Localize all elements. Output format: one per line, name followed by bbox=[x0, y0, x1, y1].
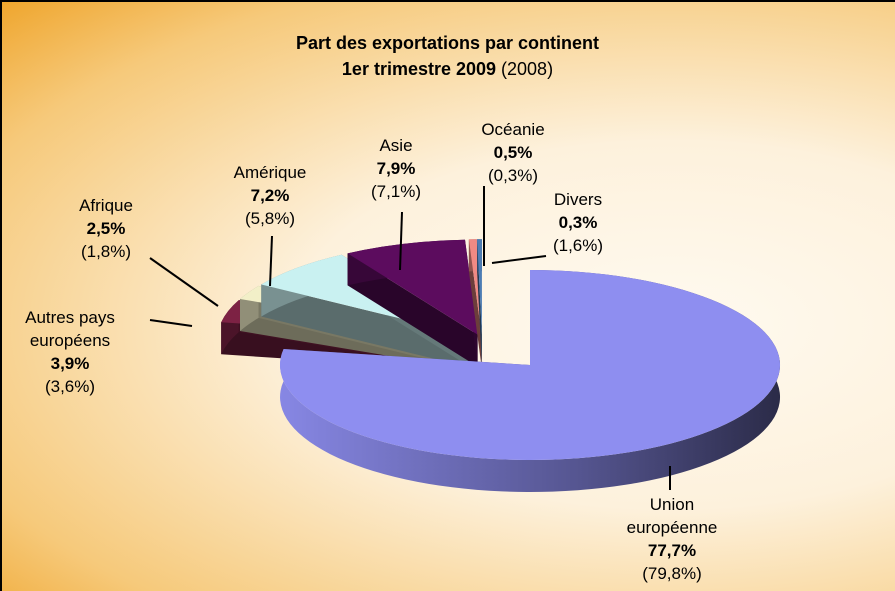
leader-line bbox=[149, 319, 193, 327]
leader-line bbox=[269, 235, 273, 287]
leader-line bbox=[149, 257, 219, 307]
chart-subtitle-note: (2008) bbox=[501, 59, 554, 79]
category-label: Asie bbox=[379, 136, 413, 155]
category-label: Union européenne bbox=[626, 495, 718, 537]
data-label: Afrique 2,5% (1,8%) bbox=[44, 194, 169, 263]
data-label: Divers 0,3% (1,6%) bbox=[516, 188, 641, 257]
value-label: 0,3% bbox=[558, 213, 598, 232]
chart-title: Part des exportations par continent bbox=[295, 33, 600, 53]
slice bbox=[280, 270, 781, 493]
slice bbox=[477, 239, 482, 335]
value-label: 0,5% bbox=[493, 143, 533, 162]
pie bbox=[221, 239, 781, 493]
category-label: Océanie bbox=[481, 120, 545, 139]
slice bbox=[347, 239, 478, 367]
category-label: Afrique bbox=[79, 196, 133, 215]
value-label: 2,5% bbox=[86, 219, 126, 238]
data-label: Océanie 0,5% (0,3%) bbox=[451, 118, 576, 187]
data-label: Amérique 7,2% (5,8%) bbox=[208, 161, 333, 230]
value-label: 7,9% bbox=[376, 159, 416, 178]
category-label: Amérique bbox=[233, 163, 307, 182]
slice-side bbox=[347, 253, 478, 367]
previous-value-label: (1,8%) bbox=[80, 242, 132, 261]
data-label: Union européenne 77,7% (79,8%) bbox=[610, 493, 735, 585]
previous-value-label: (79,8%) bbox=[642, 564, 702, 583]
slice bbox=[477, 239, 482, 367]
leader-line bbox=[491, 255, 547, 264]
category-label: Divers bbox=[553, 190, 603, 209]
category-label: Autres pays européens bbox=[25, 308, 115, 350]
previous-value-label: (3,6%) bbox=[44, 377, 96, 396]
value-label: 7,2% bbox=[250, 186, 290, 205]
slice bbox=[347, 239, 478, 335]
value-label: 77,7% bbox=[647, 541, 697, 560]
chart-subtitle: 1er trimestre 2009 bbox=[341, 59, 497, 79]
leader-lines bbox=[149, 186, 671, 490]
chart-title-block: Part des exportations par continent 1er … bbox=[0, 30, 895, 82]
slice-side bbox=[261, 284, 472, 368]
previous-value-label: (0,3%) bbox=[487, 166, 539, 185]
slice bbox=[280, 270, 781, 461]
data-label: Autres pays européens 3,9% (3,6%) bbox=[8, 306, 133, 398]
slice bbox=[468, 239, 482, 335]
previous-value-label: (1,6%) bbox=[552, 236, 604, 255]
previous-value-label: (7,1%) bbox=[370, 182, 422, 201]
previous-value-label: (5,8%) bbox=[244, 209, 296, 228]
leader-line bbox=[399, 211, 403, 271]
data-label: Asie 7,9% (7,1%) bbox=[334, 134, 459, 203]
value-label: 3,9% bbox=[50, 354, 90, 373]
